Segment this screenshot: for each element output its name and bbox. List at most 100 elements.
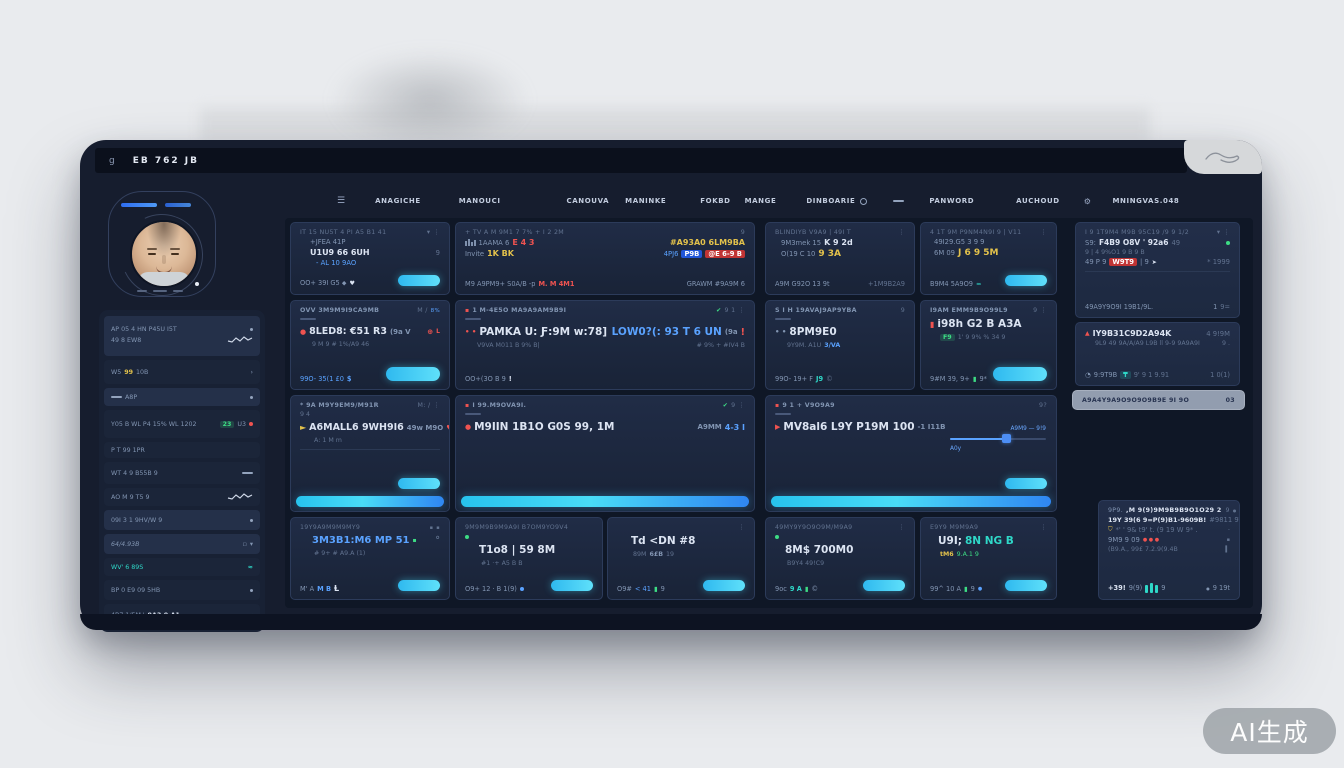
action-pill-button[interactable] (993, 367, 1047, 381)
card-row: * 9A M9Y9EM9/M91R M: / ⋮ (300, 402, 440, 409)
action-pill-button[interactable] (1005, 275, 1047, 286)
window-title: EB 762 JB (132, 155, 199, 166)
window-footer-strip (80, 614, 1262, 630)
action-pill-button[interactable] (551, 580, 593, 591)
text-segment: WV' 6 89S (111, 563, 144, 571)
window-corner-ornament[interactable] (1184, 140, 1262, 174)
action-pill-button[interactable] (1005, 580, 1047, 591)
card-panel-mid[interactable]: ▲ IY9B31C9D2A94K 4 9!9M 9L9 49 9A/A/A9 L9B … (1075, 322, 1240, 386)
tab-anagiche[interactable]: ANAGICHE (375, 197, 421, 205)
action-pill-button[interactable] (398, 478, 440, 489)
sidebar-item-8[interactable]: 64/4.93B ▫ ▾ (104, 534, 260, 554)
tab-manouci[interactable]: MANOUCI (459, 197, 501, 205)
nav-menu-icon[interactable]: ☰ (337, 196, 346, 206)
card-r4c1[interactable]: 19Y9A9M9M9MY9 ▪ ▪ 3M3B1:M6 MP 51 ▪ ° # 9+ # A9… (290, 517, 450, 600)
text-segment: A9MM (697, 423, 722, 431)
text-segment: 49w M9O (406, 423, 444, 432)
text-segment: 49 (1171, 238, 1181, 247)
text-segment: 1 (1213, 303, 1218, 311)
card-r1c4[interactable]: 4 1T 9M P9NM4N9I 9 | V11 ⋮ 49I29.G5 3 9 9 6… (920, 222, 1057, 295)
row-left: AO M 9 T5 9 (111, 494, 149, 501)
sidebar-item-6[interactable]: AO M 9 T5 9 (104, 488, 260, 506)
action-pill-button[interactable] (863, 580, 905, 591)
text-segment: 9.A.1 9 (956, 551, 979, 558)
card-r4c3[interactable]: ⋮ Td <DN #8 89M 6£B 19 O9# < 41 ▮ 9 (607, 517, 755, 600)
card-panel-selected-row[interactable]: A9A4Y9A9O9O9O9B9E 9I 9O 03 (1072, 390, 1245, 410)
tab-label: AUCHOUD (1016, 197, 1060, 205)
row-right: ✔ 9 1 ⋮ (716, 307, 745, 314)
ai-watermark-badge: AI生成 (1203, 708, 1336, 754)
card-r1c2[interactable]: + TV A M 9M1 7 7% + I 2 2M 9 1AAMA 6 E 4 3… (455, 222, 755, 295)
tab-maninke[interactable]: MANINKE (625, 197, 666, 205)
row-left: 49MY9Y9O9O9M/M9A9 (775, 524, 852, 531)
text-segment: 9? (1039, 402, 1047, 409)
card-r1c1[interactable]: IT 15 NU5T 4 PI A5 B1 41 ▾ ⋮ +JFEA 41P U1U9 … (290, 222, 450, 295)
spark-icon (227, 492, 253, 503)
card-r4c5[interactable]: E9Y9 M9M9A9 ⋮ U9I; 8N NG B tM6 9.A.1 9 99^ 1… (920, 517, 1057, 600)
sidebar-item-0[interactable]: AP 05 4 HN P45U I5T 49 8 EW8 (104, 316, 260, 356)
card-panel-bottom[interactable]: 9P9. ,M 9(9)9M9B9B9O1O29 2 9 ● 19Y 39(6 9=P(… (1098, 500, 1240, 600)
text-segment: 99 (124, 368, 133, 376)
tab-mange[interactable]: MANGE (745, 197, 777, 205)
tab-mningvas-048[interactable]: ⚙ MNINGVAS.048 (1084, 197, 1180, 206)
row-left: U1U9 66 6UH (310, 248, 370, 257)
card-r1c3[interactable]: BLINDIYB V9A9 | 49I T ⋮ 9M3mek 15 K 9 2d O(… (765, 222, 915, 295)
gear-icon[interactable]: ⚙ (1083, 196, 1092, 206)
sidebar-item-9[interactable]: WV' 6 89S ≈ (104, 558, 260, 576)
tab-fokbd[interactable]: FOKBD (700, 197, 730, 205)
card-row: 9M3mek 15 K 9 2d (775, 238, 905, 247)
card-row: 49 P 9 W9T9 | 9 ➤ * 1999 (1085, 258, 1230, 266)
text-segment: 9P9. (1108, 507, 1124, 514)
sidebar-item-3[interactable]: Y05 B WL P4 15% WL 1202 23 U3 (104, 410, 260, 438)
range-slider[interactable]: A9M9 — 9!9 A0y (950, 426, 1046, 452)
card-r3c3[interactable]: ▪ 9 1 + V9O9A9 9? ▶ MV8al6 L9Y P19M 100 -1 I… (765, 395, 1057, 512)
card-r4c4[interactable]: 49MY9Y9O9O9M/M9A9 ⋮ 8M$ 700M0 B9Y4 49!C9 9oc… (765, 517, 915, 600)
card-row: 8M$ 700M0 (775, 544, 905, 556)
text-segment: W9T9 (1109, 258, 1137, 266)
card-r3c1[interactable]: * 9A M9Y9EM9/M91R M: / ⋮ 9 4 ► A6MALL6 9WH9I6… (290, 395, 450, 512)
tab-canouva[interactable]: CANOUVA (567, 197, 610, 205)
card-row: 49I29.G5 3 9 9 (930, 238, 1047, 246)
sidebar-item-10[interactable]: BP 0 E9 09 5HB (104, 580, 260, 600)
card-r2c4[interactable]: I9AM EMM9B9O99L9 9 ⋮ ▮ i98h G2 B A3A F9 1' 9 … (920, 300, 1057, 390)
sidebar-item-7[interactable]: 09I 3 1 9HV/W 9 (104, 510, 260, 530)
card-r4c2[interactable]: 9M9M9B9M9A9I B7OM9YO9V4 T1o8 | 59 8M #1 ·+… (455, 517, 603, 600)
sidebar-item-4[interactable]: P T 99 1PR (104, 442, 260, 458)
user-avatar[interactable] (130, 220, 198, 288)
row-left: 9 M 9 # 1%/A9 46 (312, 341, 369, 348)
card-row: A: 1 M m (300, 437, 440, 444)
slider-handle[interactable] (1001, 434, 1011, 443)
tab-auchoud[interactable]: AUCHOUD (1016, 197, 1060, 205)
text-segment: • • (465, 328, 477, 336)
sidebar-item-2[interactable]: A8P (104, 388, 260, 406)
row-left: 49 8 EW8 (111, 337, 141, 344)
row-right: 9 ⋮ (1033, 307, 1047, 314)
card-r3c2[interactable]: ▪ I 99.M9OVA9I. ✔ 9 ⋮ ● M9IIN 1B1O G0S 99, 1M A… (455, 395, 755, 512)
tab-dinboarie[interactable]: DINBOARIE (806, 197, 868, 205)
text-segment: IY9B31C9D2A94K (1092, 329, 1172, 338)
action-pill-button[interactable] (703, 580, 745, 591)
text-segment: LOW0?(: 93 T 6 UN (611, 326, 722, 338)
text-segment: ⋮ (738, 524, 745, 531)
card-r2c1[interactable]: OVV 3M9M9I9CA9MB M /8% ● 8LED8: €51 R3 (9a … (290, 300, 450, 390)
action-pill-button[interactable] (386, 367, 440, 381)
text-segment: ▮ (653, 585, 658, 593)
sidebar-item-1[interactable]: W5 99 10B › (104, 360, 260, 384)
action-pill-button[interactable] (398, 275, 440, 286)
text-segment: K 9 2d (824, 238, 853, 247)
sidebar-item-5[interactable]: WT 4 9 B55B 9 (104, 462, 260, 484)
tab-panword[interactable]: PANWORD (893, 197, 974, 205)
card-panel-top[interactable]: I 9 1T9M4 M9B 95C19 /9 9 1/2 ▾ ⋮ S9: F4B9 O8… (1075, 222, 1240, 318)
action-pill-button[interactable] (398, 580, 440, 591)
action-pill-button[interactable] (1005, 478, 1047, 489)
row-left: 3M3B1:M6 MP 51 ▪ (312, 535, 417, 546)
text-segment: 9 (900, 307, 905, 314)
card-r2c2[interactable]: ▪ 1 M-4E5O MA9A9AM9B9I ✔ 9 1 ⋮ • • PAMKA U: Ƒ:… (455, 300, 755, 390)
text-segment: 6M 09 (934, 249, 955, 257)
card-row: #1 ·+ A5 B B (465, 560, 593, 567)
row-left: 49I29.G5 3 9 9 (934, 238, 985, 246)
card-r2c3[interactable]: S I H 19AVAJ9AP9YBA 9 • • 8PM9E0 9Y9M. A1U 3… (765, 300, 915, 390)
row-right: 9 (901, 307, 905, 314)
divider-line (300, 449, 440, 450)
status-circle-icon (860, 197, 868, 205)
